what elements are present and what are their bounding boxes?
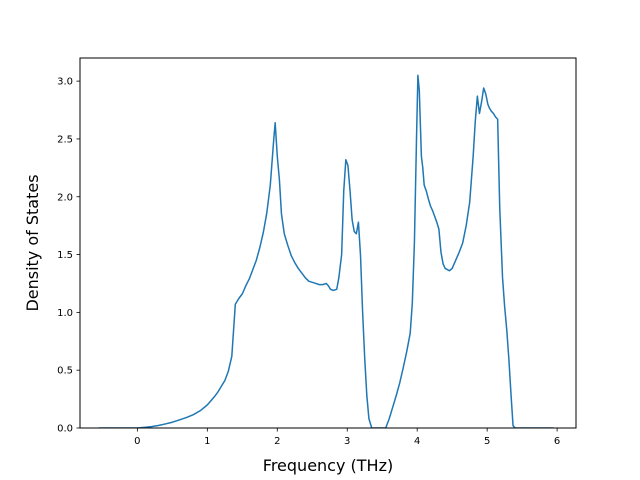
- axes-frame: [79, 57, 577, 429]
- x-tick-label: 5: [484, 436, 490, 447]
- y-tick-label: 2.0: [57, 192, 73, 203]
- y-tick-label: 0.0: [57, 424, 73, 435]
- x-tick-label: 6: [554, 436, 560, 447]
- y-tick-label: 1.0: [57, 308, 73, 319]
- y-tick-label: 2.5: [57, 134, 73, 145]
- dos-line: [98, 74, 554, 428]
- axis-ticks: 0 1 2 3 4 5 6 0.0 0.5 1.0 1.5 2.0 2.5 3.0: [57, 77, 560, 447]
- x-tick-label: 2: [274, 436, 280, 447]
- x-tick-label: 0: [134, 436, 140, 447]
- y-axis-label: Density of States: [23, 174, 42, 311]
- x-tick-label: 3: [344, 436, 350, 447]
- plot-area: [79, 57, 577, 429]
- x-tick-label: 4: [414, 436, 420, 447]
- y-tick-label: 3.0: [57, 77, 73, 88]
- x-axis-label: Frequency (THz): [263, 456, 393, 475]
- y-tick-label: 0.5: [57, 366, 73, 377]
- x-tick-label: 1: [204, 436, 210, 447]
- y-tick-label: 1.5: [57, 250, 73, 261]
